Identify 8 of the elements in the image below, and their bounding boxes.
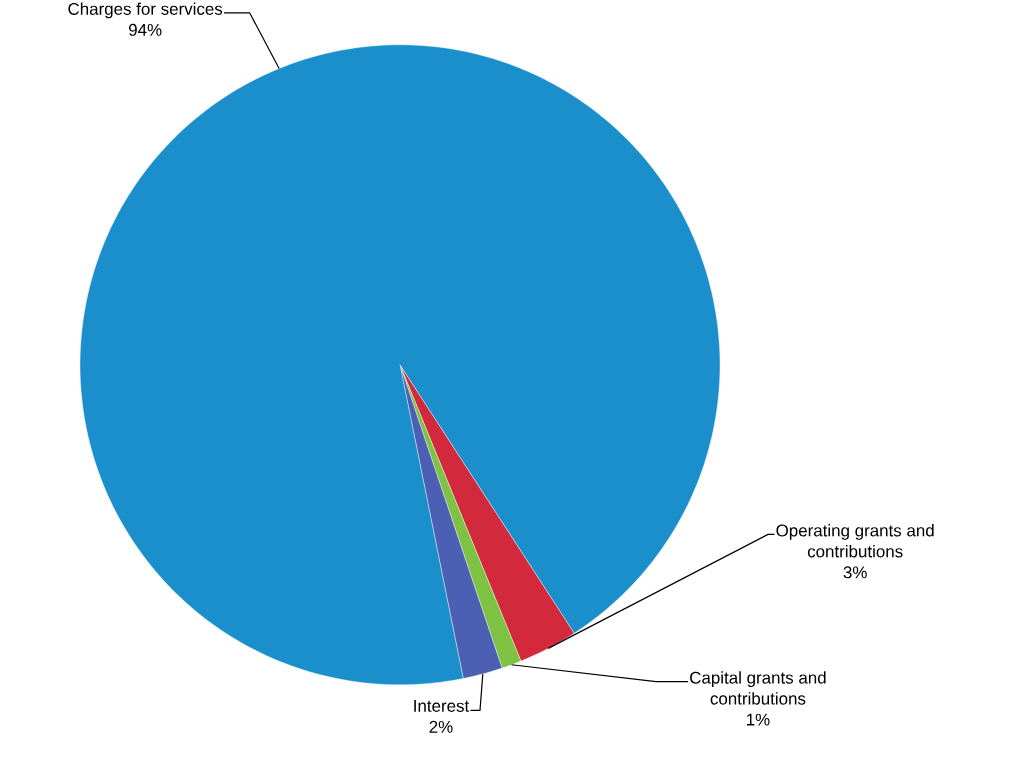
- slice-label: Capital grants and contributions: [690, 671, 826, 705]
- data-label: 3%: [843, 566, 867, 579]
- data-label: 94%: [129, 23, 162, 36]
- data-label: 2%: [429, 720, 453, 733]
- slice-label: Operating grants and contributions: [776, 524, 934, 558]
- slice-label: Charges for services: [68, 2, 223, 19]
- data-label: 1%: [747, 713, 770, 726]
- slice-label: Interest: [414, 700, 470, 712]
